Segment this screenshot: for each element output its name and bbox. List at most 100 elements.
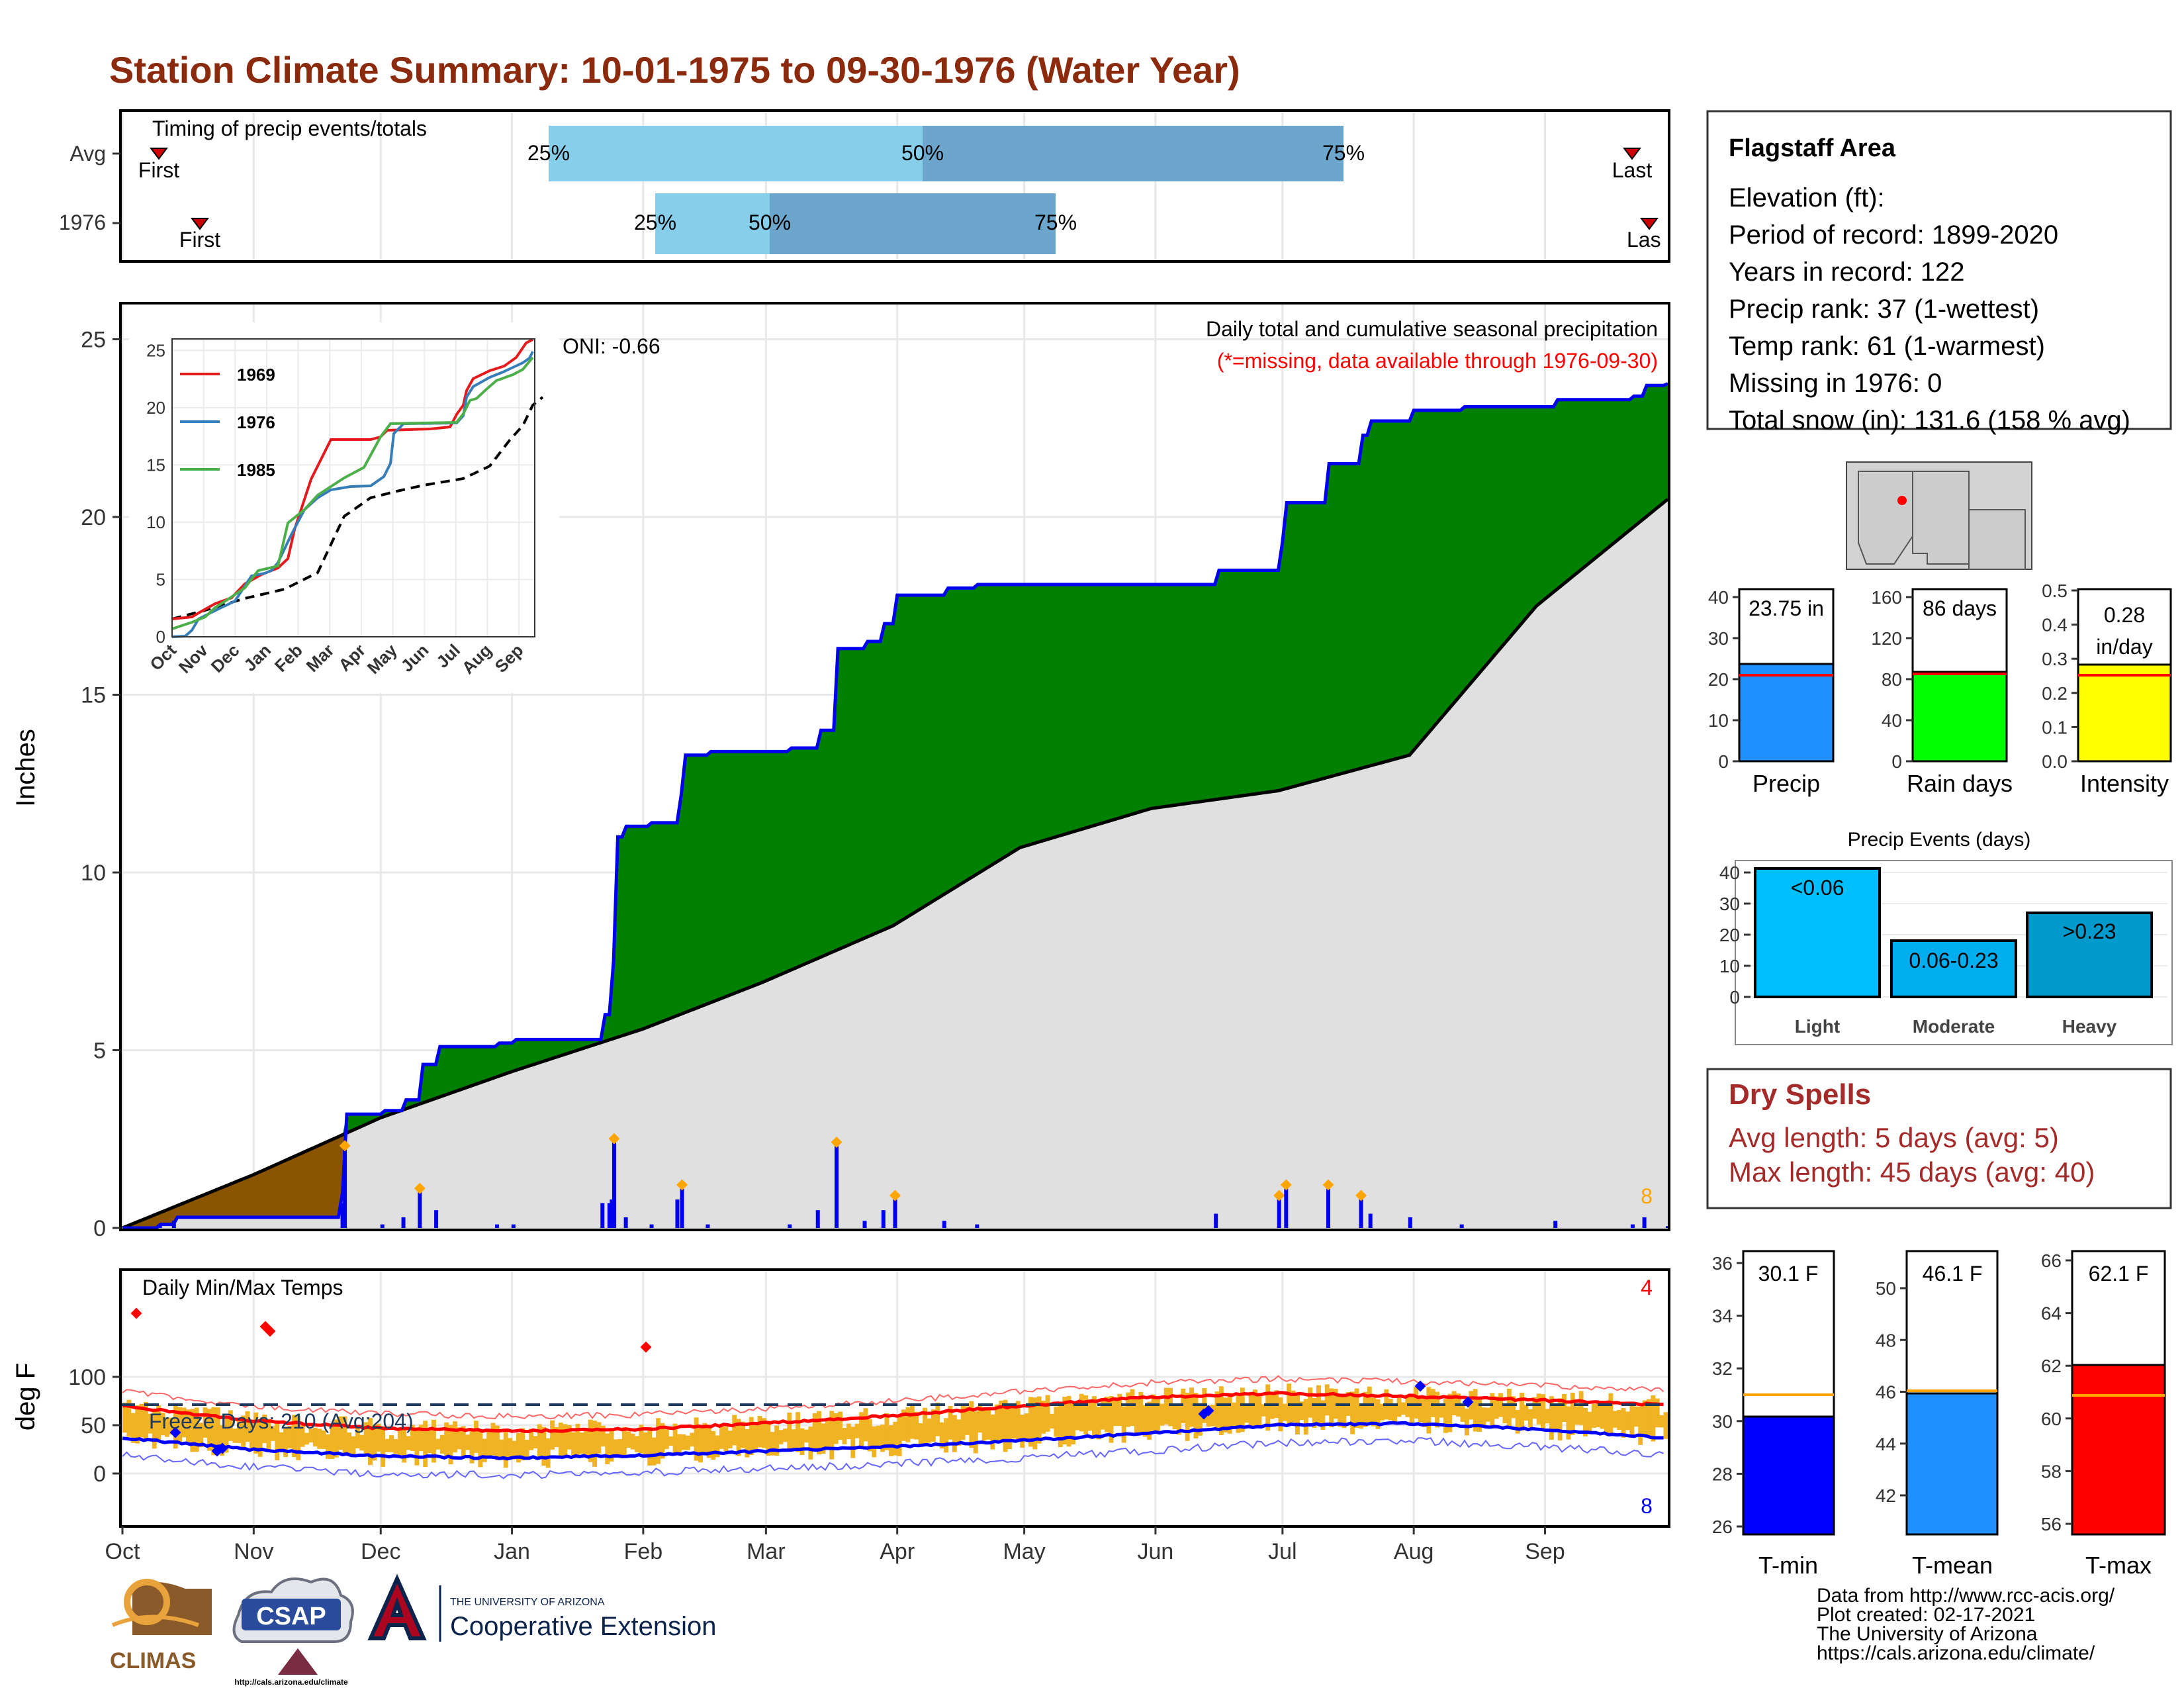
daily-temp-bar [1481,1407,1486,1427]
daily-temp-bar [1638,1406,1643,1445]
axis-tick-label: 20 [1708,669,1729,690]
daily-temp-bar [1227,1393,1232,1434]
daily-temp-bar [1066,1395,1071,1447]
daily-temp-bar [130,1413,136,1443]
inset-y-tick-label: 20 [146,398,165,418]
daily-temp-bar [1418,1395,1423,1423]
tmean-value: 46.1 F [1923,1262,1983,1286]
daily-temp-bar [1138,1391,1144,1432]
daily-temp-bar [148,1413,153,1434]
daily-temp-bar [1612,1411,1617,1428]
mini-precip-axis: 0 10 20 30 40 [1708,587,1739,772]
month-tick-label: Aug [1394,1539,1434,1564]
daily-temp-bar [185,1409,191,1442]
tmean-axis: 42 44 46 48 50 [1876,1278,1907,1506]
axis-tick-label: 28 [1712,1464,1733,1484]
daily-precip-bar [1214,1213,1218,1228]
daily-temp-bar [1105,1396,1110,1432]
daily-temp-bar [969,1401,974,1448]
page-title: Station Climate Summary: 10-01-1975 to 0… [109,49,1240,91]
axis-tick-label: 36 [1712,1253,1733,1274]
precip-y-axis: 0 5 10 15 20 25 [81,328,120,1241]
daily-temp-bar [859,1412,864,1450]
daily-temp-bar [787,1412,792,1450]
daily-precip-bar [612,1143,616,1228]
daily-temp-bar [1168,1387,1173,1427]
record-low-marker [1462,1396,1474,1408]
axis-tick-label: 56 [2041,1514,2062,1534]
daily-temp-bar [1142,1405,1148,1437]
daily-temp-bar [181,1407,187,1438]
daily-temp-bar [177,1407,183,1444]
y1976-q25-label: 25% [634,211,676,234]
daily-precip-bar [1408,1217,1412,1228]
daily-temp-bar [956,1419,962,1446]
daily-temp-bar [1422,1397,1427,1427]
record-low-line [122,1437,1664,1479]
daily-temp-bar [537,1424,542,1457]
info-line-elevation: Elevation (ft): [1729,183,1885,212]
daily-temp-bar [1435,1391,1440,1428]
daily-temp-bar [122,1403,127,1433]
daily-temp-bar [660,1423,665,1459]
legend-label-1985: 1985 [237,460,275,480]
daily-temp-bar [727,1430,733,1449]
daily-temp-bar [448,1425,453,1465]
last-label-1976: Las [1627,228,1661,252]
daily-temp-bar [406,1436,411,1450]
mini-rain-axis: 0 40 80 120 160 [1871,587,1913,772]
precip-subtitle: Daily total and cumulative seasonal prec… [1206,317,1658,341]
daily-temp-bar [482,1438,487,1462]
mini-intensity-value: 0.28 [2104,603,2145,627]
temp-y-tick-label: 50 [81,1413,106,1438]
daily-temp-bar [774,1425,780,1456]
heavy-event-marker [414,1182,426,1194]
daily-temp-bar [253,1412,259,1454]
daily-temp-bar [1359,1404,1363,1429]
daily-precip-bar [1630,1224,1635,1228]
ua-cooperative-extension-logo: THE UNIVERSITY OF ARIZONA Cooperative Ex… [367,1573,716,1642]
precip-corner-count: 8 [1641,1184,1653,1208]
daily-temp-bar [266,1419,271,1452]
daily-temp-bar [1651,1395,1656,1442]
axis-tick-label: 66 [2041,1250,2062,1271]
axis-tick-label: 0.5 [2042,581,2068,601]
daily-temp-bar [1583,1407,1588,1436]
daily-temp-bar [241,1415,246,1450]
daily-temp-bar [1163,1387,1169,1425]
daily-temp-bar [228,1410,233,1441]
timing-avg-bar-light [549,126,923,181]
daily-temp-bar [753,1424,758,1450]
daily-precip-bar [623,1217,628,1228]
daily-temp-bar [973,1411,978,1454]
daily-temp-bar [385,1438,390,1452]
daily-precip-bar [434,1210,439,1228]
legend-label-1976: 1976 [237,412,275,432]
daily-temp-bar [393,1438,398,1454]
daily-temp-bar [215,1407,220,1449]
daily-precip-bar [380,1224,385,1228]
daily-temp-bar [677,1434,682,1456]
daily-temp-bar [558,1423,563,1459]
temp-y-axis: 0 50 100 [68,1365,120,1487]
daily-temp-bar [1278,1397,1283,1432]
footer-credits: Data from http://www.rcc-acis.org/ Plot … [1817,1585,2115,1664]
daily-temp-bar [952,1415,957,1452]
daily-precip-bar [343,1149,347,1228]
axis-tick-label: 10 [1719,956,1740,976]
daily-temp-bar [986,1409,991,1440]
daily-temp-bar [347,1432,351,1457]
daily-temp-bar [1608,1393,1614,1433]
heavy-event-marker [1280,1179,1292,1191]
daily-temp-bar [1447,1393,1453,1432]
daily-precip-bar [1326,1188,1331,1228]
daily-temp-bar [1591,1403,1596,1428]
daily-temp-bar [1160,1403,1165,1426]
daily-temp-bar [1494,1396,1499,1419]
average-cumulative-area [122,499,1668,1228]
axis-tick-label: 34 [1712,1306,1733,1327]
daily-temp-bar [1536,1393,1541,1425]
daily-temp-bar [338,1416,343,1450]
tmin-axis: 26 28 30 32 34 36 [1712,1253,1743,1537]
daily-temp-bar [1541,1394,1545,1430]
